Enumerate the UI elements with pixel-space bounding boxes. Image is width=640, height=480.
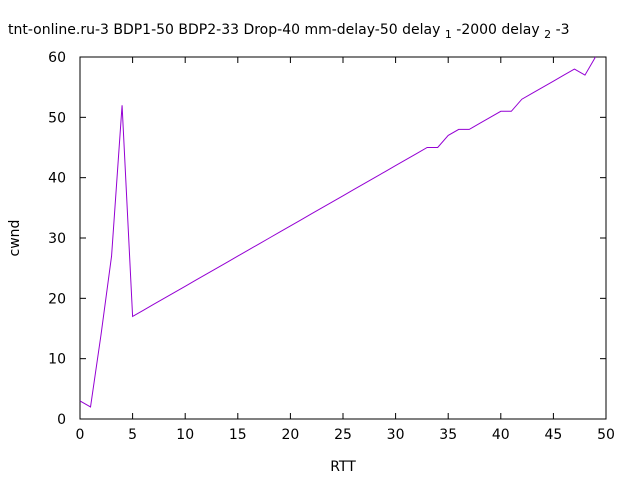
x-tick-label: 10 xyxy=(176,427,194,443)
x-tick-label: 25 xyxy=(334,427,352,443)
plot-frame xyxy=(79,56,607,420)
y-tick-label: 50 xyxy=(48,110,66,126)
x-tick-label: 35 xyxy=(439,427,457,443)
chart-title-main: tnt-online.ru-3 BDP1-50 BDP2-33 Drop-40 … xyxy=(8,22,440,38)
x-tick-label: 20 xyxy=(281,427,299,443)
chart-title-sub2: 2 xyxy=(544,28,551,41)
y-tick-label: 0 xyxy=(57,412,66,428)
chart-title: tnt-online.ru-3 BDP1-50 BDP2-33 Drop-40 … xyxy=(8,22,570,42)
cwnd-series-line xyxy=(79,56,596,408)
x-tick-label: 40 xyxy=(492,427,510,443)
chart-title-sub1: 1 xyxy=(445,28,452,41)
y-tick-label: 40 xyxy=(48,171,66,187)
x-axis-label: RTT xyxy=(330,459,356,475)
series-layer xyxy=(79,56,596,408)
y-axis-label: cwnd xyxy=(7,220,23,257)
x-tick-label: 15 xyxy=(229,427,247,443)
x-tick-label: 0 xyxy=(76,427,85,443)
y-tick-label: 20 xyxy=(48,291,66,307)
x-tick-label: 50 xyxy=(597,427,615,443)
chart-title-end: -3 xyxy=(556,22,570,38)
y-tick-label: 10 xyxy=(48,352,66,368)
x-tick-label: 30 xyxy=(387,427,405,443)
x-tick-label: 45 xyxy=(544,427,562,443)
y-tick-label: 60 xyxy=(48,50,66,66)
axis-ticks: 0 5 10 15 20 25 30 35 40 45 50 0 10 20 30 40 50 60 xyxy=(48,50,615,443)
chart-title-mid: -2000 delay xyxy=(456,22,539,38)
x-tick-label: 5 xyxy=(128,427,137,443)
y-tick-label: 30 xyxy=(48,231,66,247)
